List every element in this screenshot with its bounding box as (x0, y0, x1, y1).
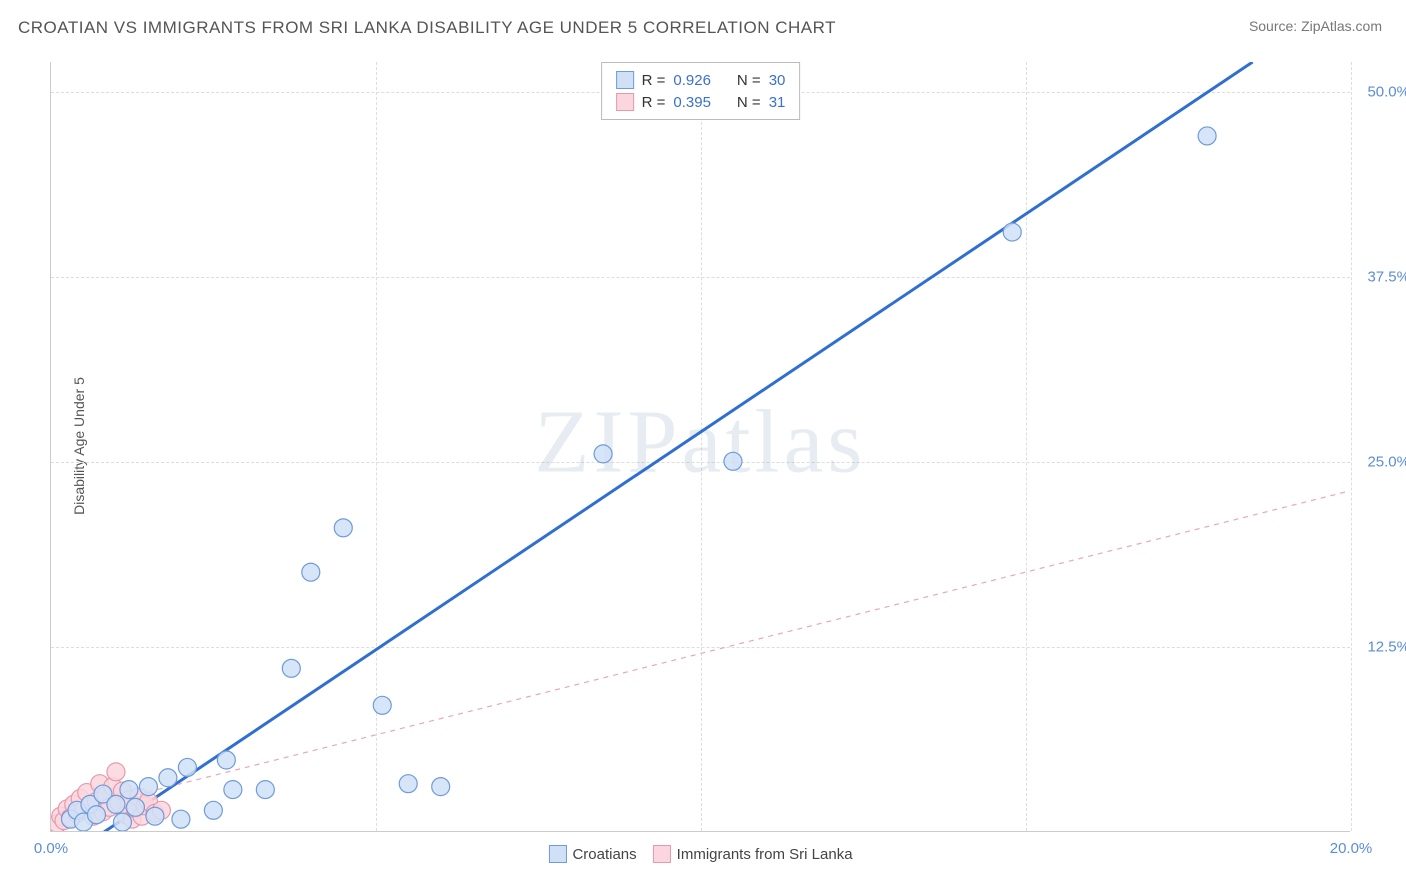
header: CROATIAN VS IMMIGRANTS FROM SRI LANKA DI… (0, 0, 1406, 38)
r-label: R = (642, 72, 666, 89)
data-point-croatians (432, 778, 450, 796)
data-point-croatians (107, 795, 125, 813)
data-point-croatians (120, 781, 138, 799)
source-prefix: Source: (1249, 18, 1301, 34)
data-point-croatians (87, 806, 105, 824)
data-point-croatians (113, 813, 131, 831)
n-value-srilanka: 31 (769, 94, 786, 111)
legend-item-croatians: Croatians (548, 845, 636, 863)
legend-item-srilanka: Immigrants from Sri Lanka (653, 845, 853, 863)
data-point-croatians (256, 781, 274, 799)
n-value-croatians: 30 (769, 72, 786, 89)
data-point-sri_lanka (107, 763, 125, 781)
data-point-croatians (126, 798, 144, 816)
data-point-croatians (1198, 127, 1216, 145)
r-value-croatians: 0.926 (673, 72, 711, 89)
data-point-croatians (373, 696, 391, 714)
data-point-croatians (399, 775, 417, 793)
source-attribution: Source: ZipAtlas.com (1249, 18, 1382, 34)
data-point-croatians (139, 778, 157, 796)
x-tick-label: 0.0% (34, 840, 68, 857)
n-label: N = (737, 94, 761, 111)
y-tick-label: 25.0% (1355, 453, 1406, 470)
data-point-croatians (334, 519, 352, 537)
data-point-croatians (172, 810, 190, 828)
data-point-croatians (224, 781, 242, 799)
y-tick-label: 50.0% (1355, 83, 1406, 100)
swatch-croatians-icon (548, 845, 566, 863)
y-tick-label: 12.5% (1355, 638, 1406, 655)
r-label: R = (642, 94, 666, 111)
data-point-croatians (159, 769, 177, 787)
n-label: N = (737, 72, 761, 89)
data-point-croatians (594, 445, 612, 463)
legend-label-croatians: Croatians (572, 846, 636, 863)
x-tick-label: 20.0% (1330, 840, 1373, 857)
data-point-croatians (146, 807, 164, 825)
data-point-croatians (302, 563, 320, 581)
swatch-srilanka-icon (653, 845, 671, 863)
regression-line-croatians (83, 62, 1252, 831)
data-point-croatians (724, 452, 742, 470)
gridline-v (1351, 62, 1352, 831)
data-point-croatians (282, 659, 300, 677)
chart-title: CROATIAN VS IMMIGRANTS FROM SRI LANKA DI… (18, 18, 836, 38)
swatch-croatians (616, 71, 634, 89)
data-point-croatians (204, 801, 222, 819)
legend-label-srilanka: Immigrants from Sri Lanka (677, 846, 853, 863)
chart-plot-area: ZIPatlas R = 0.926 N = 30 R = 0.395 N = … (50, 62, 1350, 832)
correlation-legend: R = 0.926 N = 30 R = 0.395 N = 31 (601, 62, 801, 120)
series-legend: Croatians Immigrants from Sri Lanka (548, 845, 852, 863)
regression-line-sri_lanka (51, 491, 1350, 816)
data-point-croatians (1003, 223, 1021, 241)
scatter-svg (51, 62, 1350, 831)
data-point-croatians (217, 751, 235, 769)
source-link[interactable]: ZipAtlas.com (1301, 18, 1382, 34)
legend-row-croatians: R = 0.926 N = 30 (616, 69, 786, 91)
r-value-srilanka: 0.395 (673, 94, 711, 111)
legend-row-srilanka: R = 0.395 N = 31 (616, 91, 786, 113)
y-tick-label: 37.5% (1355, 268, 1406, 285)
swatch-srilanka (616, 93, 634, 111)
data-point-croatians (178, 758, 196, 776)
